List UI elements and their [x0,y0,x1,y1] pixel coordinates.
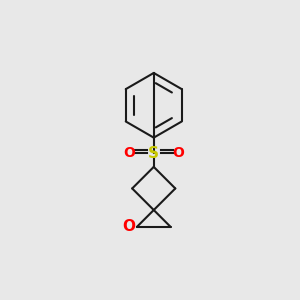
Text: O: O [172,146,184,160]
Text: O: O [123,146,135,160]
Text: O: O [123,220,136,235]
Text: S: S [148,146,159,160]
